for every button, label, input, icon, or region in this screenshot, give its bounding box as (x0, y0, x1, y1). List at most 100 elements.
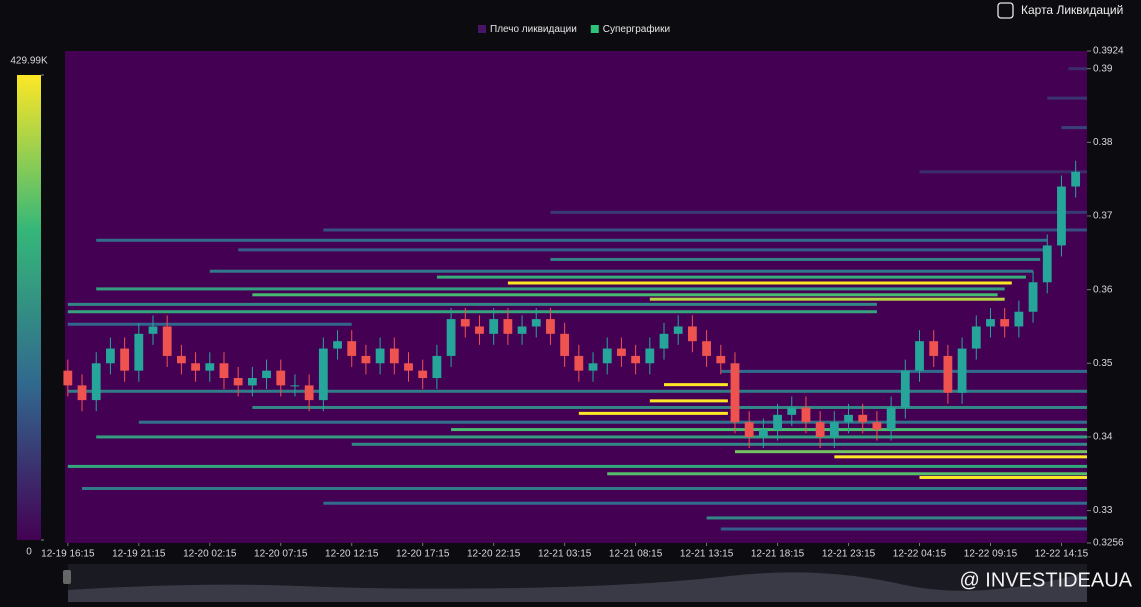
candle-body (389, 348, 399, 364)
y-tick-label: 0.37 (1093, 211, 1113, 222)
candle-body (134, 333, 144, 371)
liquidation-level (919, 170, 1087, 174)
candle-body (886, 407, 896, 430)
y-tick-label: 0.34 (1093, 432, 1113, 443)
liquidation-level (834, 455, 1087, 459)
liquidation-level (706, 516, 1087, 520)
y-tick-label: 0.36 (1093, 284, 1113, 295)
candle-body (546, 319, 555, 334)
candle-body (503, 319, 513, 334)
candle-body (446, 319, 456, 356)
liquidation-level (720, 527, 1087, 531)
candle-body (375, 348, 385, 364)
x-tick-label: 12-21 08:15 (609, 549, 663, 560)
candle-body (233, 378, 243, 386)
x-tick-label: 12-20 02:15 (183, 549, 237, 560)
candle-body (91, 363, 101, 401)
candle-body (1000, 319, 1010, 327)
plot-background (65, 51, 1087, 543)
liquidation-level (578, 411, 728, 415)
liquidation-level (323, 501, 1088, 505)
candle-body (574, 355, 584, 371)
navigator-area (68, 572, 1087, 602)
candle-body (858, 414, 868, 423)
x-tick-label: 12-20 12:15 (325, 549, 379, 560)
liquidation-level (1047, 96, 1087, 100)
liquidation-level (664, 383, 728, 387)
candle-body (829, 422, 839, 437)
liquidation-level (209, 269, 1034, 273)
x-tick-label: 12-22 14:15 (1035, 549, 1089, 560)
liquidation-level (96, 287, 1005, 291)
candle-body (560, 333, 570, 356)
candle-body (815, 422, 825, 437)
liquidation-level (351, 442, 1087, 446)
colorbar (17, 75, 41, 540)
candle-body (1071, 171, 1081, 187)
legend-swatch (590, 25, 599, 33)
candle-body (219, 363, 229, 379)
candle-body (531, 319, 541, 327)
candle-body (730, 363, 740, 423)
candle-body (304, 385, 314, 401)
candle-body (801, 407, 811, 423)
candle-body (276, 370, 286, 386)
candle-body (262, 370, 271, 379)
y-tick-label: 0.3924 (1093, 46, 1124, 57)
colorbar-label: 429.99K (10, 56, 48, 67)
candle-body (460, 319, 470, 327)
candle-body (986, 319, 995, 327)
x-tick-label: 12-21 03:15 (538, 549, 592, 560)
candle-body (247, 378, 257, 386)
liquidation-level (252, 293, 998, 297)
liquidation-level (649, 399, 728, 403)
candle-body (475, 326, 484, 334)
candle-body (744, 422, 754, 437)
x-tick-label: 12-19 16:15 (41, 549, 95, 560)
candle-body (602, 348, 612, 364)
candle-body (418, 370, 428, 379)
liquidation-level (550, 257, 1041, 261)
watermark: @ INVESTIDEAUA (959, 569, 1132, 591)
x-tick-label: 12-20 07:15 (254, 549, 308, 560)
candle-body (148, 326, 158, 334)
candle-body (758, 429, 768, 437)
y-tick-label: 0.39 (1093, 63, 1113, 74)
liquidation-level (67, 310, 877, 314)
y-tick-label: 0.38 (1093, 137, 1113, 148)
toggle-label[interactable]: Карта Ликвидаций (1021, 3, 1123, 17)
candle-body (432, 355, 442, 379)
liquidation-level (451, 428, 1088, 432)
liquidation-level (323, 228, 1088, 232)
x-tick-label: 12-19 21:15 (112, 549, 166, 560)
liquidation-level (252, 405, 1087, 409)
y-tick-label: 0.3256 (1093, 538, 1124, 549)
candle-body (1057, 186, 1066, 246)
liquidation-level (238, 248, 1048, 252)
navigator-handle[interactable] (63, 570, 71, 584)
candle-body (943, 355, 953, 393)
candle-body (588, 363, 598, 371)
toggle-checkbox[interactable] (997, 2, 1014, 19)
colorbar-label: 0 (26, 547, 32, 558)
x-tick-label: 12-22 09:15 (964, 549, 1018, 560)
candle-body (162, 326, 172, 356)
candle-body (659, 333, 669, 349)
x-tick-label: 12-20 22:15 (467, 549, 521, 560)
liquidation-level (1068, 67, 1087, 71)
candle-body (687, 326, 697, 342)
candle-body (1014, 311, 1024, 327)
liquidation-level (1061, 126, 1087, 130)
candle-body (333, 341, 342, 349)
candle-body (63, 370, 73, 386)
candle-body (1042, 245, 1052, 283)
x-tick-label: 12-21 23:15 (822, 549, 876, 560)
candle-body (77, 385, 87, 401)
liquidation-level (67, 322, 352, 326)
liquidation-level (67, 464, 1088, 468)
candle-body (915, 341, 924, 371)
candle-body (290, 385, 300, 387)
liquidation-level (919, 475, 1087, 479)
candle-body (716, 355, 726, 364)
